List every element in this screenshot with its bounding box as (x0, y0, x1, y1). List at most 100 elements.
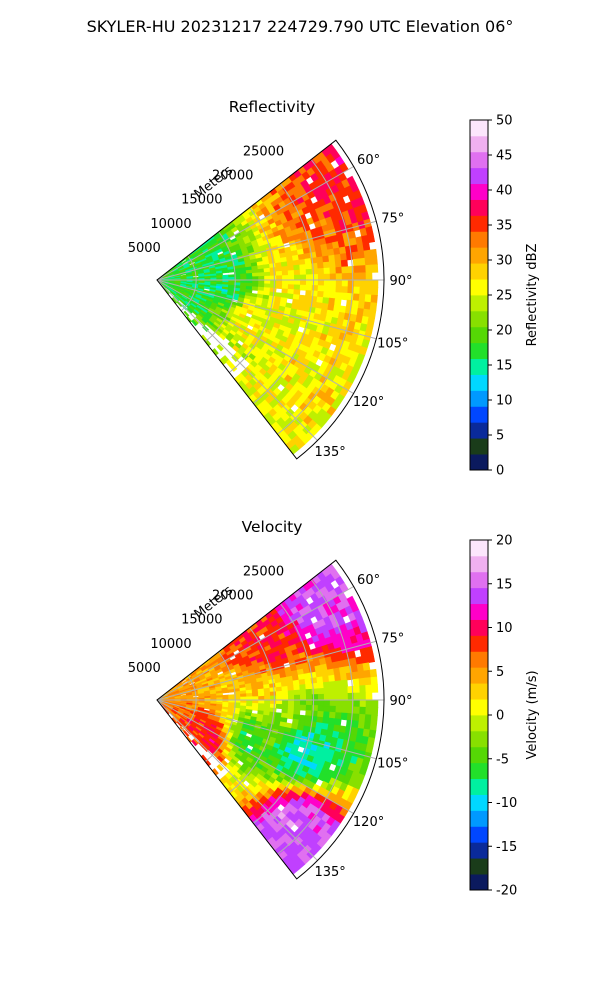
field-cell (370, 714, 378, 724)
range-ring (277, 159, 354, 435)
colorbar: 0 5 10 15 20 25 30 35 40 45 50 Reflectivity dBZ (469, 114, 540, 479)
field-cell (263, 267, 271, 273)
field-cell (275, 283, 283, 290)
field-cell (164, 288, 170, 295)
field-cell (282, 275, 289, 281)
field-cell (369, 248, 378, 258)
figure-suptitle: SKYLER-HU 20231217 224729.790 UTC Elevat… (87, 17, 514, 36)
field-cell (257, 692, 265, 697)
field-cell (269, 703, 277, 709)
field-cell (329, 687, 337, 695)
field-cell (240, 273, 247, 278)
field-cell (334, 292, 343, 300)
field-cell (305, 683, 313, 690)
range-ring (204, 231, 236, 343)
field-cell (367, 653, 376, 664)
field-cell (358, 713, 366, 723)
field-cell (264, 275, 271, 281)
field-cell (299, 264, 307, 271)
field-cell (352, 713, 360, 722)
field-cell (358, 293, 366, 303)
field-cell (329, 273, 337, 281)
field-cell (263, 687, 271, 693)
colorbar-segment (470, 199, 488, 216)
field-cell (329, 279, 337, 287)
field-cell (287, 690, 295, 696)
azimuth-spoke (156, 220, 377, 281)
sector-frame (156, 559, 385, 880)
field-cell (359, 706, 367, 715)
colorbar-segment (470, 874, 488, 891)
field-cell (352, 258, 360, 267)
field-cell (275, 270, 283, 277)
field-cell (281, 284, 289, 290)
colorbar-segment (470, 454, 488, 471)
field-cell (270, 695, 277, 701)
field-cell (299, 279, 307, 286)
field-cell (252, 276, 259, 281)
field-cell (328, 680, 337, 689)
field-cell (317, 699, 325, 707)
field-cell (340, 259, 349, 268)
colorbar-tick-label: 35 (496, 219, 513, 234)
field-cell (269, 687, 277, 693)
angle-tick-label: 60° (357, 573, 380, 588)
field-cell (341, 266, 349, 274)
field-cell (317, 262, 325, 270)
field-cell (329, 267, 337, 275)
field-cell (293, 704, 301, 711)
azimuth-spoke (156, 699, 377, 760)
azimuth-spoke (156, 166, 354, 281)
field-cell (281, 704, 289, 710)
field-cell (322, 297, 330, 305)
field-cell (347, 286, 355, 295)
field-cell (334, 298, 342, 307)
field-cell (371, 287, 379, 296)
radial-tick-label: 25000 (243, 145, 284, 160)
field-cell (341, 686, 349, 694)
radial-tick-label: 15000 (181, 613, 222, 628)
field-cell (353, 265, 361, 274)
field-cell (347, 706, 355, 715)
field-cell (293, 264, 301, 271)
field-cell (287, 284, 295, 290)
azimuth-spoke (156, 586, 354, 701)
field-cell (258, 695, 265, 701)
field-cell (164, 708, 170, 715)
field-cell (276, 279, 283, 285)
angle-tick-label: 135° (314, 445, 345, 460)
field-cell (359, 685, 367, 694)
sector-frame (156, 139, 385, 460)
field-cell (329, 705, 337, 713)
field-cell (252, 696, 259, 701)
angle-tick-label: 60° (357, 153, 380, 168)
field-cell (323, 285, 331, 293)
field-cell (299, 694, 307, 701)
field-cell (264, 699, 271, 705)
field-cell (299, 284, 307, 291)
field-cell (299, 699, 307, 706)
field-cell (365, 684, 373, 694)
panel-title: Velocity (242, 518, 303, 536)
field-cell (305, 290, 313, 297)
field-cell (340, 253, 348, 261)
field-cell (370, 676, 378, 686)
colorbar-segment (470, 263, 488, 280)
polar-grid (156, 139, 385, 460)
field-cell (203, 706, 211, 710)
field-cell (252, 699, 259, 704)
field-cell (323, 687, 331, 695)
field-cell (353, 286, 361, 295)
field-cell (362, 662, 371, 672)
field-cell (341, 272, 349, 281)
field-cell (293, 284, 301, 291)
angle-tick-label: 90° (389, 274, 412, 289)
field-cell (317, 290, 325, 298)
field-cell (323, 279, 331, 287)
colorbar-segment (470, 619, 488, 636)
field-cell (335, 279, 343, 287)
field-cell (299, 704, 307, 711)
radial-tick-label: 15000 (181, 193, 222, 208)
field-cell (353, 699, 361, 708)
colorbar-tick-label: 25 (496, 289, 513, 304)
